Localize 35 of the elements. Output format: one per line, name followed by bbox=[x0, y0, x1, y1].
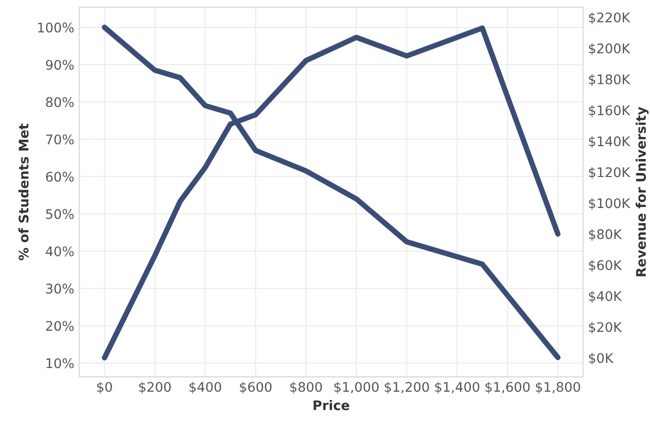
x-tick-label: $200 bbox=[139, 382, 171, 394]
y-tick-label: 20% bbox=[46, 320, 74, 331]
y2-tick-label: $100K bbox=[589, 198, 630, 210]
x-tick-label: $1,600 bbox=[486, 382, 530, 394]
y-tick-label: 100% bbox=[38, 22, 74, 33]
y2-tick-label: $120K bbox=[589, 167, 630, 179]
y2-tick-label: $180K bbox=[589, 74, 630, 86]
y2-tick-label: $40K bbox=[589, 290, 622, 303]
y2-tick-label: $200K bbox=[589, 43, 630, 56]
y2-tick-label: $140K bbox=[589, 136, 630, 148]
x-tick-label: $1,000 bbox=[334, 382, 379, 394]
x-tick-label: $600 bbox=[240, 382, 272, 394]
y-tick-label: 90% bbox=[46, 60, 74, 70]
y-tick-label: 30% bbox=[46, 284, 74, 294]
y-tick-label: 80% bbox=[46, 97, 74, 108]
y2-tick-label: $80K bbox=[589, 228, 622, 241]
y2-tick-label: $20K bbox=[589, 322, 622, 334]
x-tick-label: $400 bbox=[190, 382, 222, 394]
y2-tick-label: $60K bbox=[589, 260, 622, 272]
x-tick-label: $800 bbox=[290, 382, 322, 394]
x-tick-label: $1,200 bbox=[384, 382, 429, 394]
y2-axis-title: Revenue for University bbox=[636, 106, 649, 276]
y-tick-label: 50% bbox=[46, 209, 74, 220]
x-tick-label: $1,400 bbox=[435, 382, 480, 394]
y2-tick-label: $0K bbox=[589, 352, 614, 365]
y-tick-label: 40% bbox=[46, 246, 74, 256]
x-tick-label: $0 bbox=[97, 382, 112, 394]
y2-tick-label: $160K bbox=[589, 105, 630, 118]
y2-tick-label: $220K bbox=[589, 12, 630, 24]
y-tick-label: 60% bbox=[46, 172, 74, 182]
x-tick-label: $1,800 bbox=[536, 382, 580, 394]
y-tick-label: 10% bbox=[46, 358, 74, 368]
x-axis-title: Price bbox=[314, 400, 350, 410]
y-axis-title: % of Students Met bbox=[18, 124, 29, 260]
y-tick-label: 70% bbox=[46, 134, 74, 144]
